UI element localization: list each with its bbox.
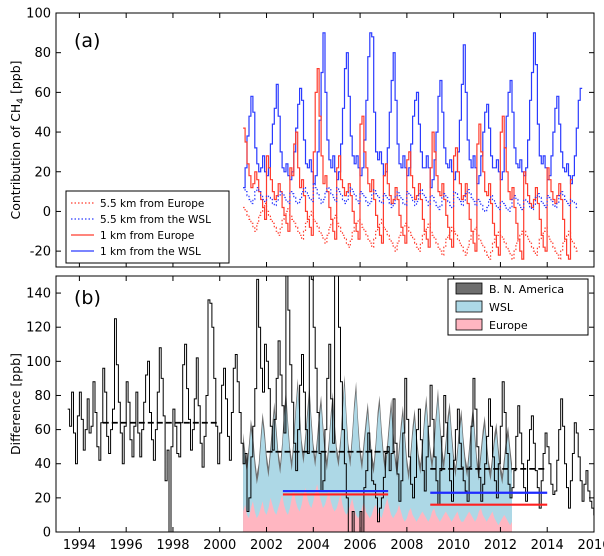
x-tick-label: 2008 bbox=[390, 538, 423, 553]
x-tick-label: 2010 bbox=[437, 538, 470, 553]
x-tick-label: 2014 bbox=[531, 538, 564, 553]
y-tick-label: 40 bbox=[34, 126, 51, 141]
panel-b-ylabel: Difference [ppb] bbox=[8, 353, 23, 455]
x-tick-label: 2016 bbox=[577, 538, 604, 553]
y-tick-label: 0 bbox=[43, 526, 51, 541]
series-line-5-5-km-from-the-wsl bbox=[243, 183, 579, 212]
x-tick-label: 2006 bbox=[344, 538, 377, 553]
y-tick-label: 140 bbox=[26, 287, 51, 302]
y-tick-label: 80 bbox=[34, 46, 51, 61]
y-tick-label: 120 bbox=[26, 321, 51, 336]
legend-label: 5.5 km from Europe bbox=[100, 198, 204, 210]
panel-b-legend: B. N. America WSL Europe bbox=[447, 278, 589, 336]
panel-a-legend: 5.5 km from Europe 5.5 km from the WSL 1 k… bbox=[65, 190, 230, 264]
legend-label: 1 km from Europe bbox=[100, 230, 194, 242]
y-tick-label: -20 bbox=[30, 245, 51, 260]
legend-swatch bbox=[455, 282, 483, 295]
x-tick-label: 2000 bbox=[203, 538, 236, 553]
y-tick-label: 100 bbox=[26, 7, 51, 22]
x-tick-label: 1994 bbox=[63, 538, 96, 553]
panel-a-frame bbox=[55, 12, 595, 268]
panel-a-ylabel: Contribution of CH4 [ppb] bbox=[8, 60, 26, 219]
panel-b-label: (b) bbox=[74, 287, 101, 309]
legend-label: WSL bbox=[489, 301, 514, 314]
legend-swatch bbox=[455, 318, 483, 331]
panel-a: -20 0 20 40 60 80 100 (a) Contribution of CH4 … bbox=[8, 7, 595, 268]
series-line-1-km-from-europe bbox=[243, 68, 573, 260]
x-tick-label: 2002 bbox=[250, 538, 283, 553]
panel-b: 0 20 40 60 80 100 120 140 1994 1996 1998 2000 2002 2… bbox=[8, 275, 604, 553]
y-tick-label: 20 bbox=[34, 491, 51, 506]
y-tick-label: 60 bbox=[34, 423, 51, 438]
y-tick-label: 20 bbox=[34, 165, 51, 180]
y-tick-label: 80 bbox=[34, 389, 51, 404]
x-tick-label: 1996 bbox=[110, 538, 143, 553]
legend-label: 1 km from the WSL bbox=[100, 246, 201, 258]
y-tick-label: 40 bbox=[34, 457, 51, 472]
y-tick-label: 0 bbox=[43, 205, 51, 220]
y-tick-label: 100 bbox=[26, 355, 51, 370]
y-tick-label: 60 bbox=[34, 86, 51, 101]
difference-line bbox=[67, 276, 594, 532]
area-europe bbox=[243, 484, 512, 532]
panel-b-frame bbox=[55, 275, 595, 533]
legend-swatch bbox=[455, 300, 483, 313]
legend-label: Europe bbox=[489, 319, 528, 332]
x-tick-label: 2004 bbox=[297, 538, 330, 553]
series-line-5-5-km-from-europe bbox=[243, 202, 579, 260]
panel-a-label: (a) bbox=[74, 30, 100, 52]
legend-label: B. N. America bbox=[489, 283, 564, 296]
x-tick-label: 2012 bbox=[484, 538, 517, 553]
legend-label: 5.5 km from the WSL bbox=[100, 214, 211, 226]
x-tick-label: 1998 bbox=[156, 538, 189, 553]
